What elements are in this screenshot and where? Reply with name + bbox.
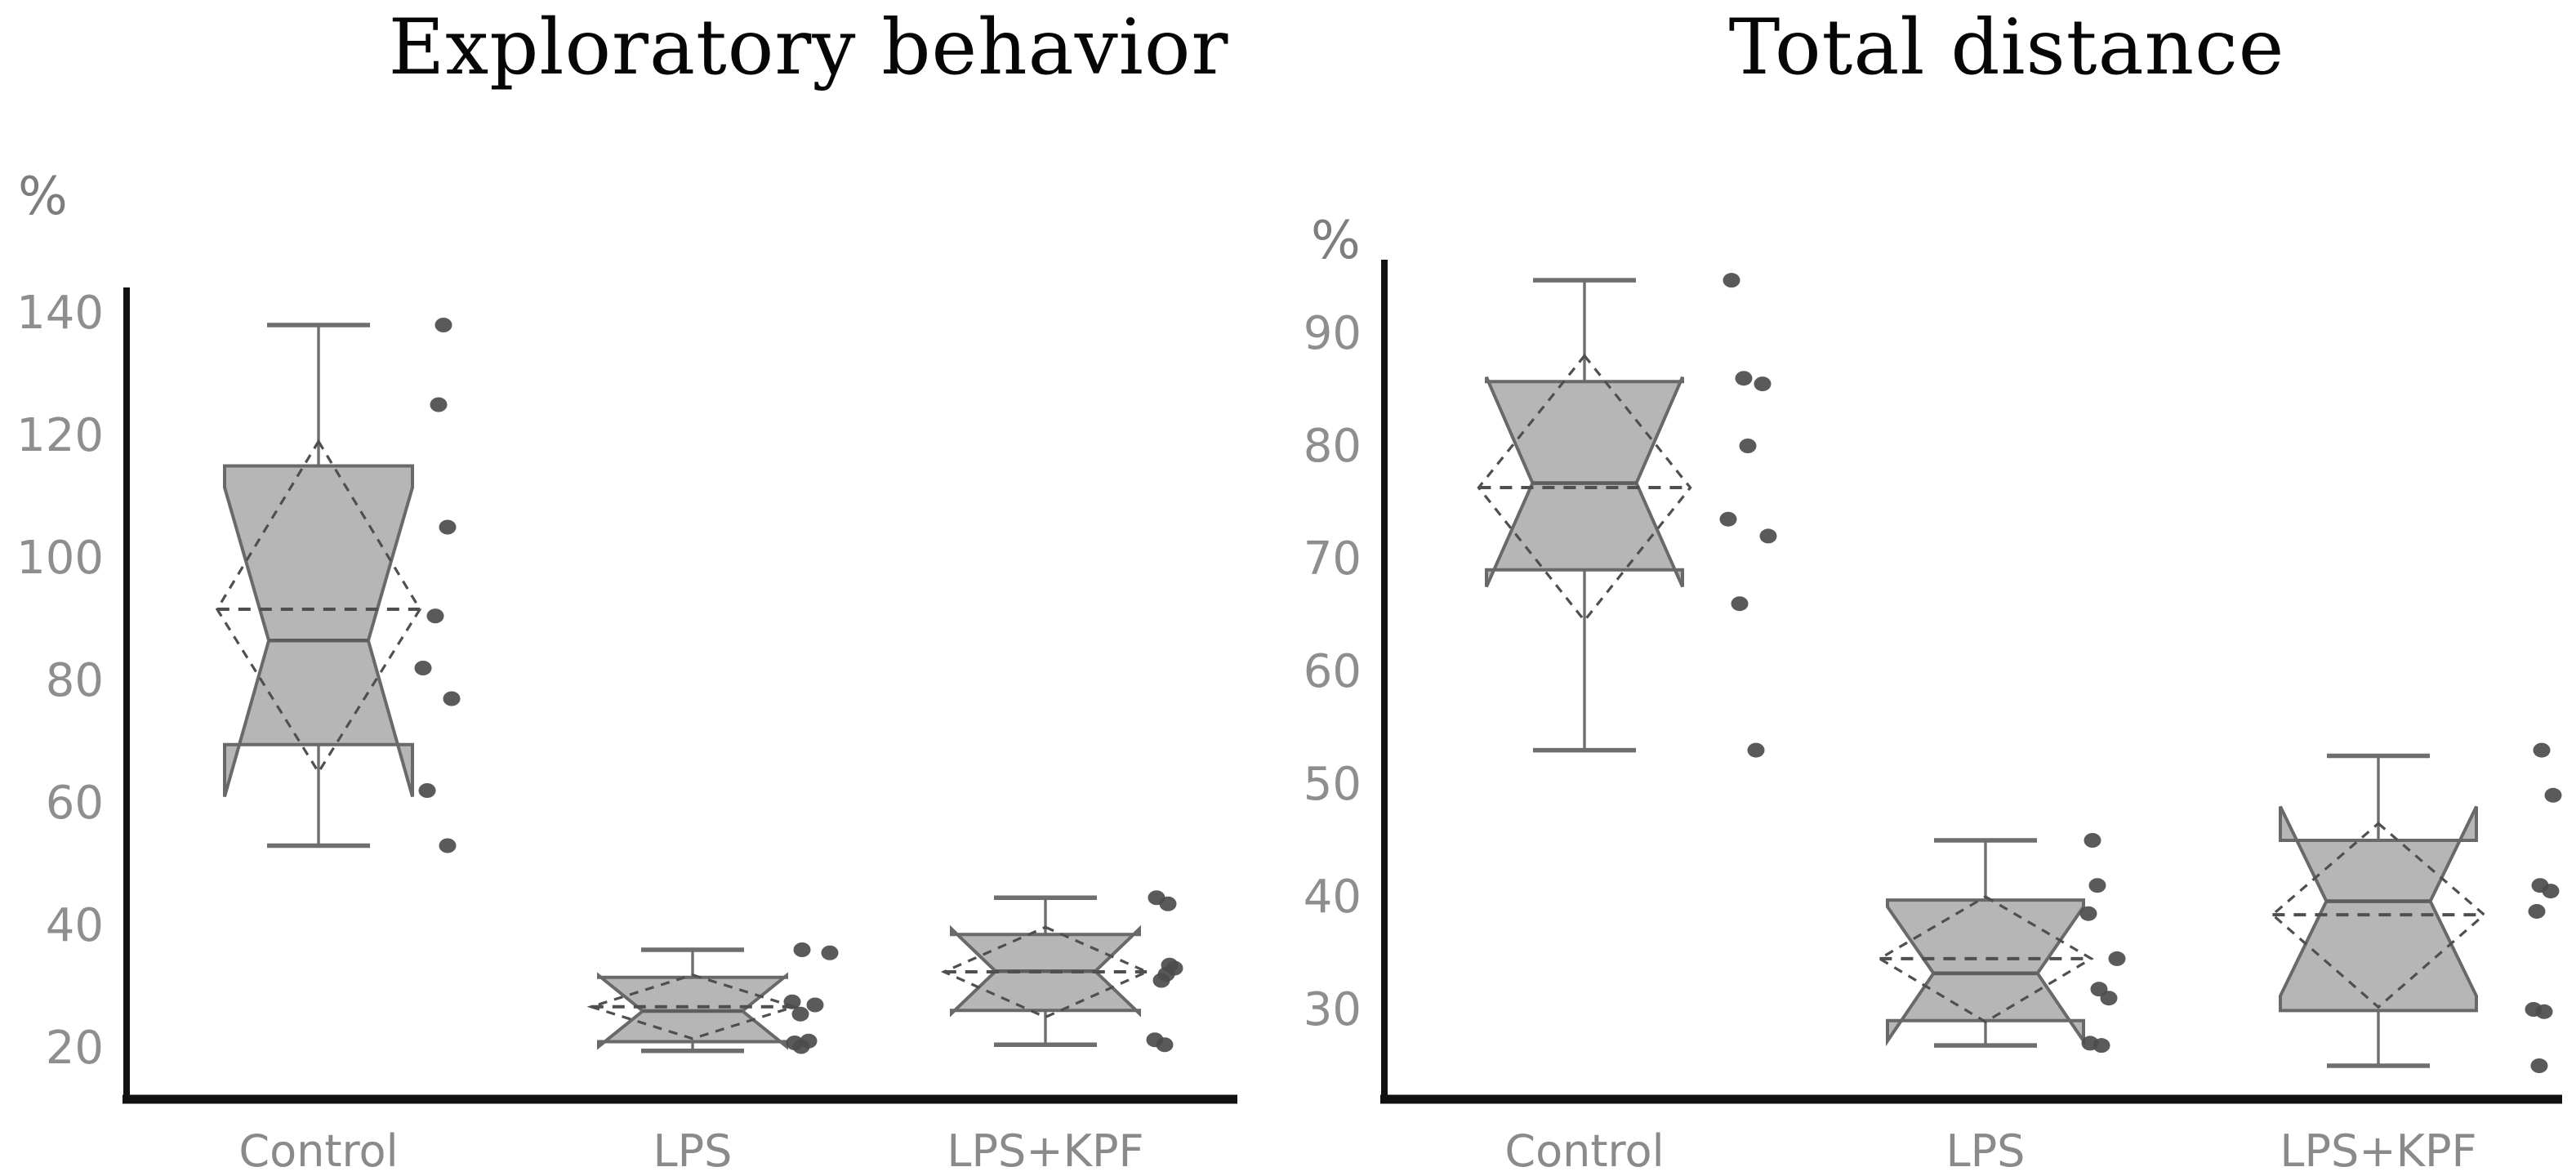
data-point [2542, 884, 2560, 899]
data-point [1731, 596, 1749, 612]
data-point [426, 608, 444, 624]
y-tick-label: 140 [16, 287, 104, 340]
y-tick-label: 40 [1304, 871, 1362, 924]
category-label-control: Control [1504, 1125, 1664, 1176]
mean-ci-diamond [586, 973, 799, 1040]
mean-ci-diamond [215, 439, 422, 775]
y-tick-label: 80 [1304, 420, 1362, 473]
category-label-lps: LPS [1946, 1125, 2026, 1176]
scatter-points [414, 318, 461, 853]
mean-ci-diamond [1877, 895, 2094, 1024]
notched-box [1886, 898, 2085, 1047]
y-axis-ticks: 90 80 70 60 50 40 30 [1304, 307, 1362, 1036]
data-point [2084, 833, 2101, 848]
data-point [1747, 742, 1765, 758]
scatter-points [1719, 273, 1777, 758]
data-point [439, 838, 457, 853]
chart-title-total-distance: Total distance [1728, 3, 2285, 92]
data-point [2108, 951, 2126, 966]
data-point [2530, 1058, 2548, 1073]
y-tick-label: 40 [46, 899, 104, 952]
total-distance-panel: Total distance % 90 80 70 60 50 40 30 Control LP… [1288, 0, 2576, 1176]
box-group-lps [1877, 833, 2126, 1054]
data-point [2079, 906, 2097, 921]
y-tick-label: 80 [46, 654, 104, 707]
data-point [2533, 742, 2551, 758]
box-group-lps-kpf [940, 890, 1183, 1053]
data-point [1156, 1037, 1174, 1053]
scatter-points [2079, 833, 2126, 1054]
data-point [418, 783, 436, 798]
boxplot-canvas-left: 140 120 100 80 60 40 20 Control LPS LPS+KPF [16, 287, 1237, 1176]
scatter-points [783, 942, 839, 1054]
scatter-points [1146, 890, 1183, 1053]
y-tick-label: 30 [1304, 983, 1362, 1036]
chart-title-exploratory-behavior: Exploratory behavior [388, 3, 1229, 92]
data-point [793, 942, 811, 957]
y-tick-label: 50 [1304, 758, 1362, 811]
category-label-lps-kpf: LPS+KPF [2280, 1125, 2476, 1176]
exploratory-behavior-panel: Exploratory behavior % 140 120 100 80 60 40 20… [16, 3, 1237, 1176]
box-group-control [1477, 273, 1777, 758]
y-tick-label: 60 [46, 777, 104, 830]
data-point [1719, 511, 1737, 527]
data-point [2535, 1004, 2553, 1019]
scatter-points [2525, 742, 2562, 1073]
data-point [2100, 991, 2118, 1006]
data-point [439, 519, 457, 535]
category-label-lps: LPS [653, 1125, 733, 1176]
y-tick-label: 70 [1304, 532, 1362, 586]
data-point [1735, 371, 1753, 386]
y-tick-label: 20 [46, 1022, 104, 1075]
box-group-lps [586, 942, 839, 1054]
data-point [443, 691, 461, 706]
data-point [1159, 896, 1177, 911]
data-point [791, 1006, 809, 1022]
data-point [414, 661, 432, 675]
data-point [806, 997, 824, 1013]
data-point [2544, 787, 2562, 803]
y-axis-unit-label-right: % [1311, 211, 1361, 271]
mean-ci-diamond [940, 925, 1151, 1019]
box-group-lps-kpf [2270, 742, 2562, 1073]
category-label-lps-kpf: LPS+KPF [947, 1125, 1143, 1176]
y-tick-label: 90 [1304, 307, 1362, 360]
category-label-control: Control [238, 1125, 398, 1176]
data-point [1754, 376, 1772, 392]
y-axis-unit-label-left: % [18, 167, 68, 227]
y-tick-label: 60 [1304, 645, 1362, 698]
notched-box [223, 464, 414, 798]
data-point [430, 397, 448, 412]
data-point [1152, 973, 1170, 988]
data-point [1739, 439, 1757, 453]
data-point [1723, 273, 1740, 288]
notched-box [2279, 805, 2478, 1013]
data-point [435, 318, 452, 332]
box-group-control [215, 318, 461, 853]
y-tick-label: 120 [16, 409, 104, 462]
y-axis-ticks: 140 120 100 80 60 40 20 [16, 287, 104, 1075]
data-point [2528, 903, 2546, 919]
data-point [821, 945, 839, 960]
mean-ci-diamond [2270, 822, 2487, 1009]
data-point [2092, 1038, 2110, 1054]
data-point [783, 994, 801, 1009]
y-tick-label: 100 [16, 532, 104, 585]
data-point [792, 1039, 810, 1054]
data-point [2088, 878, 2106, 893]
data-point [1759, 528, 1777, 544]
boxplot-canvas-right: 90 80 70 60 50 40 30 Control LPS LPS+KPF [1304, 260, 2562, 1176]
